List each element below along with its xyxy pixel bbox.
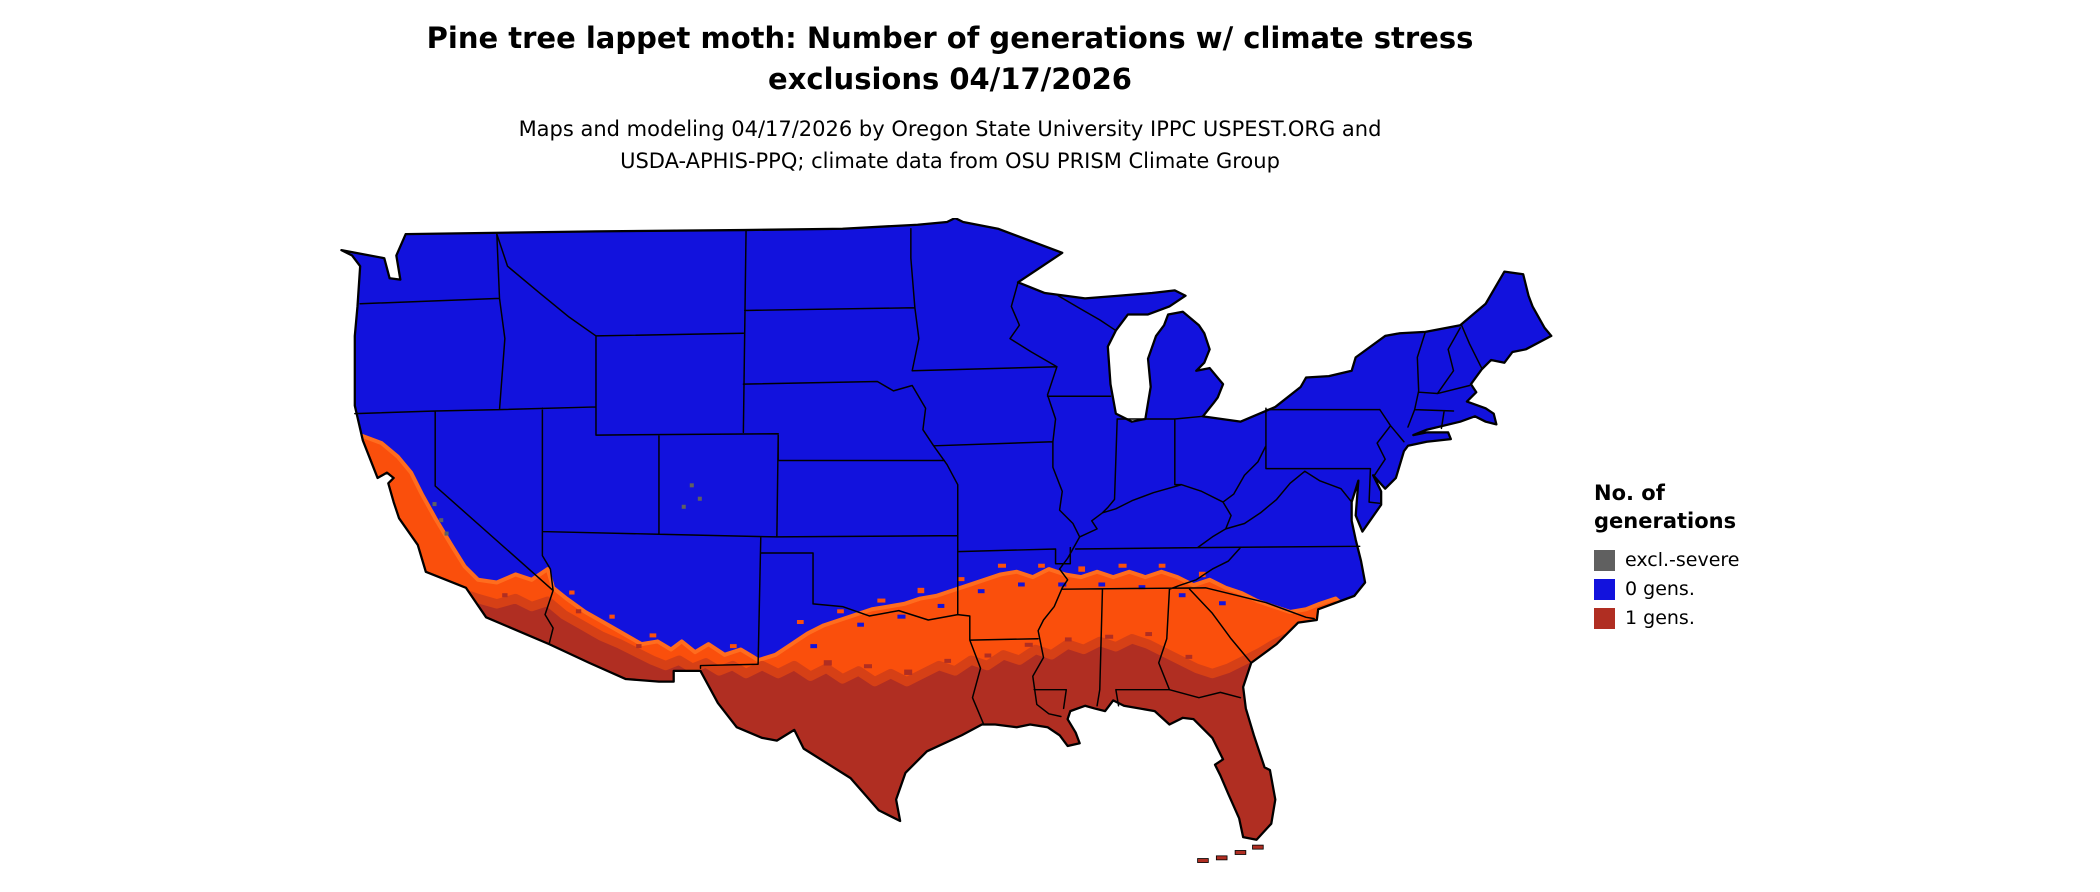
legend-title-line1: No. of bbox=[1594, 481, 1665, 505]
florida-keys bbox=[1197, 844, 1264, 863]
legend-item-zero-gens: 0 gens. bbox=[1594, 578, 1740, 601]
zone-zero-generations bbox=[341, 218, 1552, 840]
header: Pine tree lappet moth: Number of generat… bbox=[350, 18, 1550, 177]
speckles-one-generation bbox=[502, 593, 1193, 675]
map-subtitle-line2: USDA-APHIS-PPQ; climate data from OSU PR… bbox=[620, 148, 1280, 173]
map-subtitle-line1: Maps and modeling 04/17/2026 by Oregon S… bbox=[518, 117, 1382, 142]
legend-swatch-one-gen bbox=[1594, 607, 1615, 629]
legend: No. of generations excl.-severe 0 gens. 1… bbox=[1594, 480, 1740, 636]
legend-swatch-excluded bbox=[1594, 550, 1615, 572]
map-title-line2: exclusions 04/17/2026 bbox=[768, 62, 1132, 97]
map-subtitle: Maps and modeling 04/17/2026 by Oregon S… bbox=[350, 114, 1550, 177]
map-title-line1: Pine tree lappet moth: Number of generat… bbox=[426, 21, 1474, 55]
state-borders bbox=[354, 227, 1483, 724]
us-map bbox=[340, 216, 1553, 863]
speckles-zero-generations bbox=[810, 582, 1226, 649]
us-map-container bbox=[328, 216, 1554, 888]
legend-label-excluded: excl.-severe bbox=[1625, 549, 1740, 572]
legend-title-line2: generations bbox=[1594, 508, 1737, 533]
legend-label-zero-gens: 0 gens. bbox=[1625, 578, 1695, 601]
legend-title: No. of generations bbox=[1594, 480, 1740, 535]
map-title: Pine tree lappet moth: Number of generat… bbox=[350, 18, 1550, 100]
us-outline bbox=[340, 216, 1553, 841]
legend-item-one-gen: 1 gens. bbox=[1594, 607, 1740, 630]
legend-swatch-zero-gens bbox=[1594, 579, 1615, 601]
legend-label-one-gen: 1 gens. bbox=[1625, 607, 1695, 630]
speckles-transition bbox=[569, 563, 1206, 649]
zone-excluded-severe bbox=[432, 483, 702, 536]
legend-item-excluded: excl.-severe bbox=[1594, 549, 1740, 572]
map-fill-layers bbox=[341, 218, 1552, 840]
